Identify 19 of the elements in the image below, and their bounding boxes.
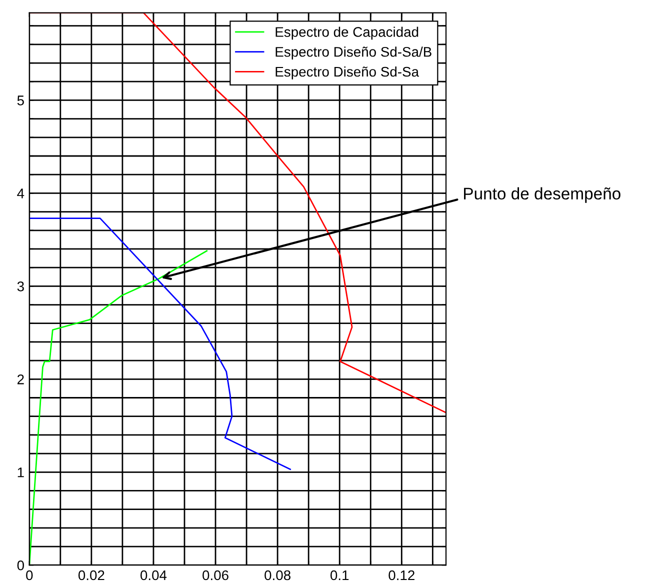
x-tick-label: 0.02 bbox=[78, 570, 104, 580]
y-tick-label: 4 bbox=[17, 188, 24, 198]
x-tick-label: 0.12 bbox=[388, 570, 414, 580]
x-tick-label: 0.08 bbox=[264, 570, 290, 580]
y-tick-label: 0 bbox=[17, 560, 24, 570]
x-tick-label: 0 bbox=[26, 570, 33, 580]
line-series bbox=[29, 218, 291, 470]
x-tick-label: 0.06 bbox=[202, 570, 228, 580]
x-tick-label: 0.1 bbox=[330, 570, 349, 580]
legend-label: Espectro de Capacidad bbox=[276, 26, 418, 40]
y-tick-label: 5 bbox=[17, 96, 24, 106]
x-tick-label: 0.04 bbox=[140, 570, 167, 580]
y-tick-label: 2 bbox=[18, 374, 24, 384]
line-series bbox=[29, 250, 208, 566]
y-tick-label: 1 bbox=[18, 468, 24, 478]
y-tick-label: 3 bbox=[17, 282, 24, 292]
annotation: Punto de desempeño bbox=[464, 187, 620, 203]
legend-label: Espectro Diseño Sd-Sa bbox=[276, 66, 419, 80]
legend-label: Espectro Diseño Sd-Sa/B bbox=[276, 46, 432, 60]
